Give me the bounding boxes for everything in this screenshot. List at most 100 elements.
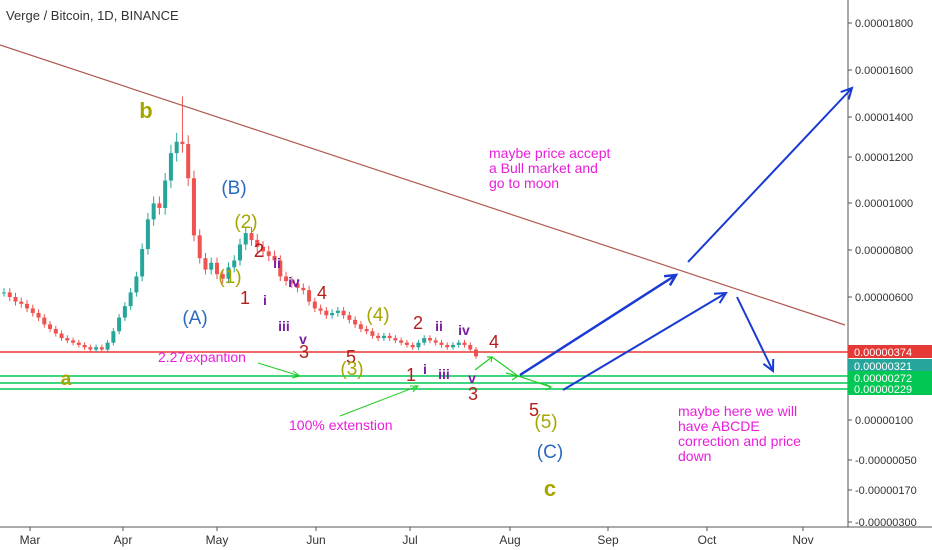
candle-body: [370, 331, 375, 336]
candle-body: [335, 310, 340, 313]
wave-label: a: [61, 369, 72, 390]
wave-label: i: [423, 361, 427, 377]
bull-arrow-2-head: [713, 291, 728, 304]
x-tick-label: Oct: [698, 533, 717, 547]
y-tick-label: 0.00001800: [855, 18, 913, 30]
y-tick-label: 0.00001600: [855, 65, 913, 77]
wave-label: v: [299, 331, 307, 347]
candle-body: [307, 290, 312, 302]
wave-label: (5): [534, 412, 557, 433]
candle-body: [381, 335, 386, 339]
candle-body: [186, 144, 191, 179]
green-zigzag-head-1: [487, 356, 493, 363]
candle-body: [19, 301, 24, 304]
candle-body: [2, 292, 6, 294]
candle-body: [157, 203, 162, 208]
wave-label: ii: [435, 318, 443, 334]
candle-body: [122, 306, 127, 318]
y-tick-label: -0.00000050: [855, 455, 917, 467]
wave-label: iv: [288, 274, 300, 290]
candle-body: [330, 312, 335, 316]
y-tick-label: -0.00000300: [855, 517, 917, 529]
candle-body: [117, 317, 122, 332]
candle-body: [301, 287, 306, 291]
x-tick-label: Jun: [306, 533, 325, 547]
expansion-arrow: [257, 362, 301, 377]
candle-body: [295, 283, 300, 288]
candle-body: [140, 249, 145, 277]
candle-body: [145, 219, 150, 250]
candle-body: [249, 233, 254, 240]
y-tick-label: 0.00000800: [855, 245, 913, 257]
candle-body: [209, 262, 214, 270]
candle-body: [94, 347, 99, 350]
candle-body: [410, 344, 415, 348]
price-tag-box: [848, 382, 932, 395]
wave-label: iv: [458, 322, 470, 338]
bull-arrow-1: [519, 273, 677, 377]
candle-body: [324, 310, 329, 316]
candle-body: [261, 246, 266, 252]
candle-body: [48, 324, 53, 329]
candle-body: [364, 328, 369, 332]
candle-body: [353, 319, 358, 325]
candle-body: [462, 342, 467, 345]
extension-arrow: [339, 385, 419, 417]
chart-title: Verge / Bitcoin, 1D, BINANCE: [6, 8, 179, 23]
candle-body: [105, 342, 110, 350]
candle-body: [82, 344, 87, 348]
y-tick-label: 0.00001200: [855, 152, 913, 164]
candle-body: [226, 267, 231, 279]
candle-body: [376, 335, 381, 339]
candle-body: [445, 344, 450, 348]
candle-body: [30, 308, 35, 313]
price-tag-label: 0.00000321: [854, 361, 912, 373]
candle-body: [450, 344, 455, 348]
candle-body: [468, 344, 473, 350]
candle-body: [88, 347, 93, 350]
candle-body: [422, 338, 427, 343]
wave-label: 5: [346, 347, 356, 367]
candle-body: [53, 328, 58, 334]
wave-label: (3): [340, 359, 363, 380]
bear-arrow-head: [762, 358, 775, 373]
candle-body: [243, 233, 248, 245]
candle-body: [399, 340, 404, 343]
wave-label: ii: [273, 255, 281, 271]
x-tick-label: Mar: [20, 533, 41, 547]
candle-body: [65, 338, 70, 341]
candle-body: [76, 342, 81, 345]
bull-arrow-2: [562, 292, 727, 391]
candle-body: [456, 342, 461, 345]
wave-label: 3: [299, 342, 309, 362]
green-zigzag-head-2: [544, 383, 553, 391]
wave-label: (1): [218, 267, 241, 288]
candle-body: [433, 340, 438, 343]
price-tag-label: 0.00000229: [854, 384, 912, 396]
candle-body: [174, 141, 179, 154]
candle-body: [71, 340, 76, 343]
x-tick-label: Sep: [597, 533, 619, 547]
candle-body: [163, 180, 168, 208]
wave-label: v: [468, 370, 476, 386]
candle-body: [284, 276, 289, 282]
bear-arrow: [736, 296, 774, 372]
price-tag-box: [848, 359, 932, 372]
wave-label: 4: [317, 283, 327, 303]
candle-body: [358, 324, 363, 329]
interval-label: 1D: [97, 8, 114, 23]
candle-body: [151, 203, 156, 220]
wave-label: 1: [240, 288, 250, 308]
x-tick-label: Jul: [402, 533, 417, 547]
wave-label: (C): [537, 442, 563, 463]
candle-body: [232, 260, 237, 268]
y-tick-label: -0.00000170: [855, 485, 917, 497]
candle-body: [220, 274, 225, 279]
candle-body: [474, 349, 478, 357]
y-tick-label: 0.00000600: [855, 292, 913, 304]
candle-body: [99, 347, 104, 350]
candle-body: [347, 315, 352, 320]
candle-body: [180, 141, 185, 145]
candle-body: [128, 292, 133, 307]
